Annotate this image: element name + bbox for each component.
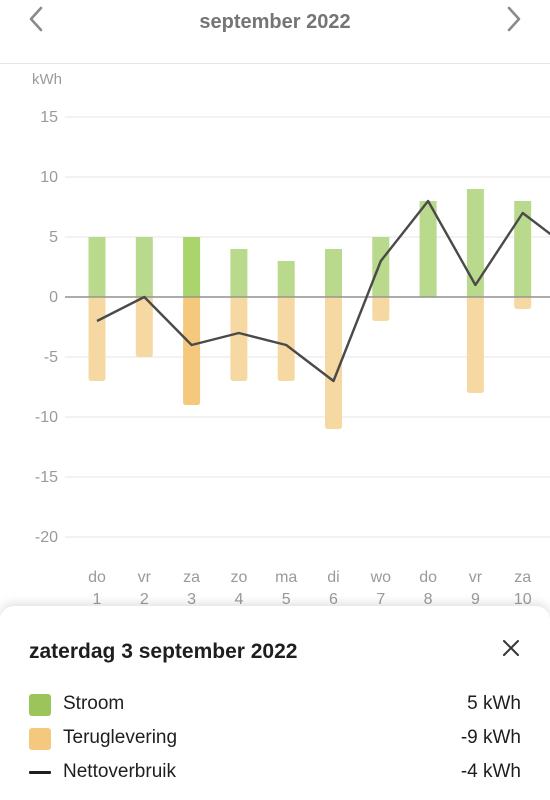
- teruglevering-bar: [372, 297, 390, 321]
- x-tick-date-label: 8: [424, 591, 433, 606]
- teruglevering-bar: [135, 297, 153, 357]
- close-icon: [503, 640, 519, 656]
- month-header: september 2022: [0, 0, 550, 46]
- teruglevering-bar: [183, 297, 201, 405]
- stroom-swatch: [29, 694, 51, 716]
- stroom-bar: [372, 237, 390, 297]
- x-tick-date-label: 3: [187, 591, 196, 606]
- nettoverbruik-line-swatch: [29, 771, 51, 774]
- stroom-bar: [514, 201, 532, 297]
- y-axis-unit-label: kWh: [32, 71, 62, 88]
- legend-label: Stroom: [63, 693, 125, 714]
- stroom-bar: [325, 249, 342, 297]
- legend-value: -4 kWh: [460, 761, 521, 782]
- month-title: september 2022: [199, 11, 351, 33]
- teruglevering-bar: [466, 297, 484, 393]
- legend-value: -9 kWh: [460, 727, 521, 748]
- stroom-bar: [466, 189, 484, 297]
- x-tick-date-label: 4: [234, 591, 243, 606]
- teruglevering-bar: [514, 297, 532, 309]
- teruglevering-bar: [230, 297, 248, 381]
- detail-title: zaterdag 3 september 2022: [29, 640, 298, 663]
- y-tick-label: 0: [49, 289, 58, 306]
- header-divider: [0, 63, 550, 64]
- x-tick-day-label: di: [327, 569, 339, 586]
- legend-label: Teruglevering: [63, 727, 178, 748]
- x-tick-date-label: 1: [93, 591, 102, 606]
- legend-label: Nettoverbruik: [63, 761, 176, 782]
- y-tick-label: -5: [44, 349, 58, 366]
- x-tick-day-label: do: [419, 569, 437, 586]
- teruglevering-swatch: [29, 728, 51, 750]
- x-tick-day-label: ma: [275, 569, 297, 586]
- x-tick-date-label: 10: [514, 591, 532, 606]
- y-tick-label: -10: [35, 409, 58, 426]
- x-tick-day-label: do: [88, 569, 106, 586]
- x-tick-day-label: vr: [469, 569, 483, 586]
- teruglevering-bar: [88, 297, 106, 381]
- legend-row-nettoverbruik: Nettoverbruik -4 kWh: [29, 760, 521, 786]
- x-tick-day-label: za: [514, 569, 531, 586]
- energy-chart[interactable]: kWh 15 10 5 0 -5 -10 -15 -20 do 1 vr 2 za 3 zo 4 ma 5 di 6 wo…: [0, 64, 550, 606]
- x-tick-day-label: vr: [138, 569, 152, 586]
- stroom-bar: [88, 237, 106, 297]
- y-tick-label: -15: [35, 469, 58, 486]
- stroom-bar: [135, 237, 153, 297]
- stroom-bar: [277, 261, 295, 297]
- teruglevering-bar: [325, 297, 342, 429]
- stroom-bar: [183, 237, 201, 297]
- y-tick-label: 10: [40, 169, 58, 186]
- close-button[interactable]: [497, 634, 525, 662]
- chevron-right-icon: [507, 6, 521, 32]
- chevron-left-icon: [29, 6, 43, 32]
- x-tick-date-label: 2: [140, 591, 149, 606]
- x-tick-date-label: 6: [329, 591, 338, 606]
- stroom-bar: [230, 249, 248, 297]
- x-tick-day-label: zo: [230, 569, 247, 586]
- legend-row-teruglevering: Teruglevering -9 kWh: [29, 726, 521, 752]
- y-tick-label: -20: [35, 529, 58, 546]
- legend-row-stroom: Stroom 5 kWh: [29, 692, 521, 718]
- teruglevering-bar: [277, 297, 295, 381]
- x-tick-date-label: 9: [471, 591, 480, 606]
- next-month-button[interactable]: [494, 6, 534, 40]
- y-tick-label: 5: [49, 229, 58, 246]
- day-detail-sheet: zaterdag 3 september 2022 Stroom 5 kWh T…: [0, 606, 550, 800]
- legend-value: 5 kWh: [467, 693, 521, 714]
- y-tick-label: 15: [40, 109, 58, 126]
- nettoverbruik-line: [96, 199, 550, 383]
- stroom-bar: [419, 201, 437, 297]
- x-tick-date-label: 7: [376, 591, 385, 606]
- previous-month-button[interactable]: [16, 6, 56, 40]
- x-tick-day-label: wo: [370, 569, 392, 586]
- x-tick-date-label: 5: [282, 591, 291, 606]
- x-tick-day-label: za: [183, 569, 200, 586]
